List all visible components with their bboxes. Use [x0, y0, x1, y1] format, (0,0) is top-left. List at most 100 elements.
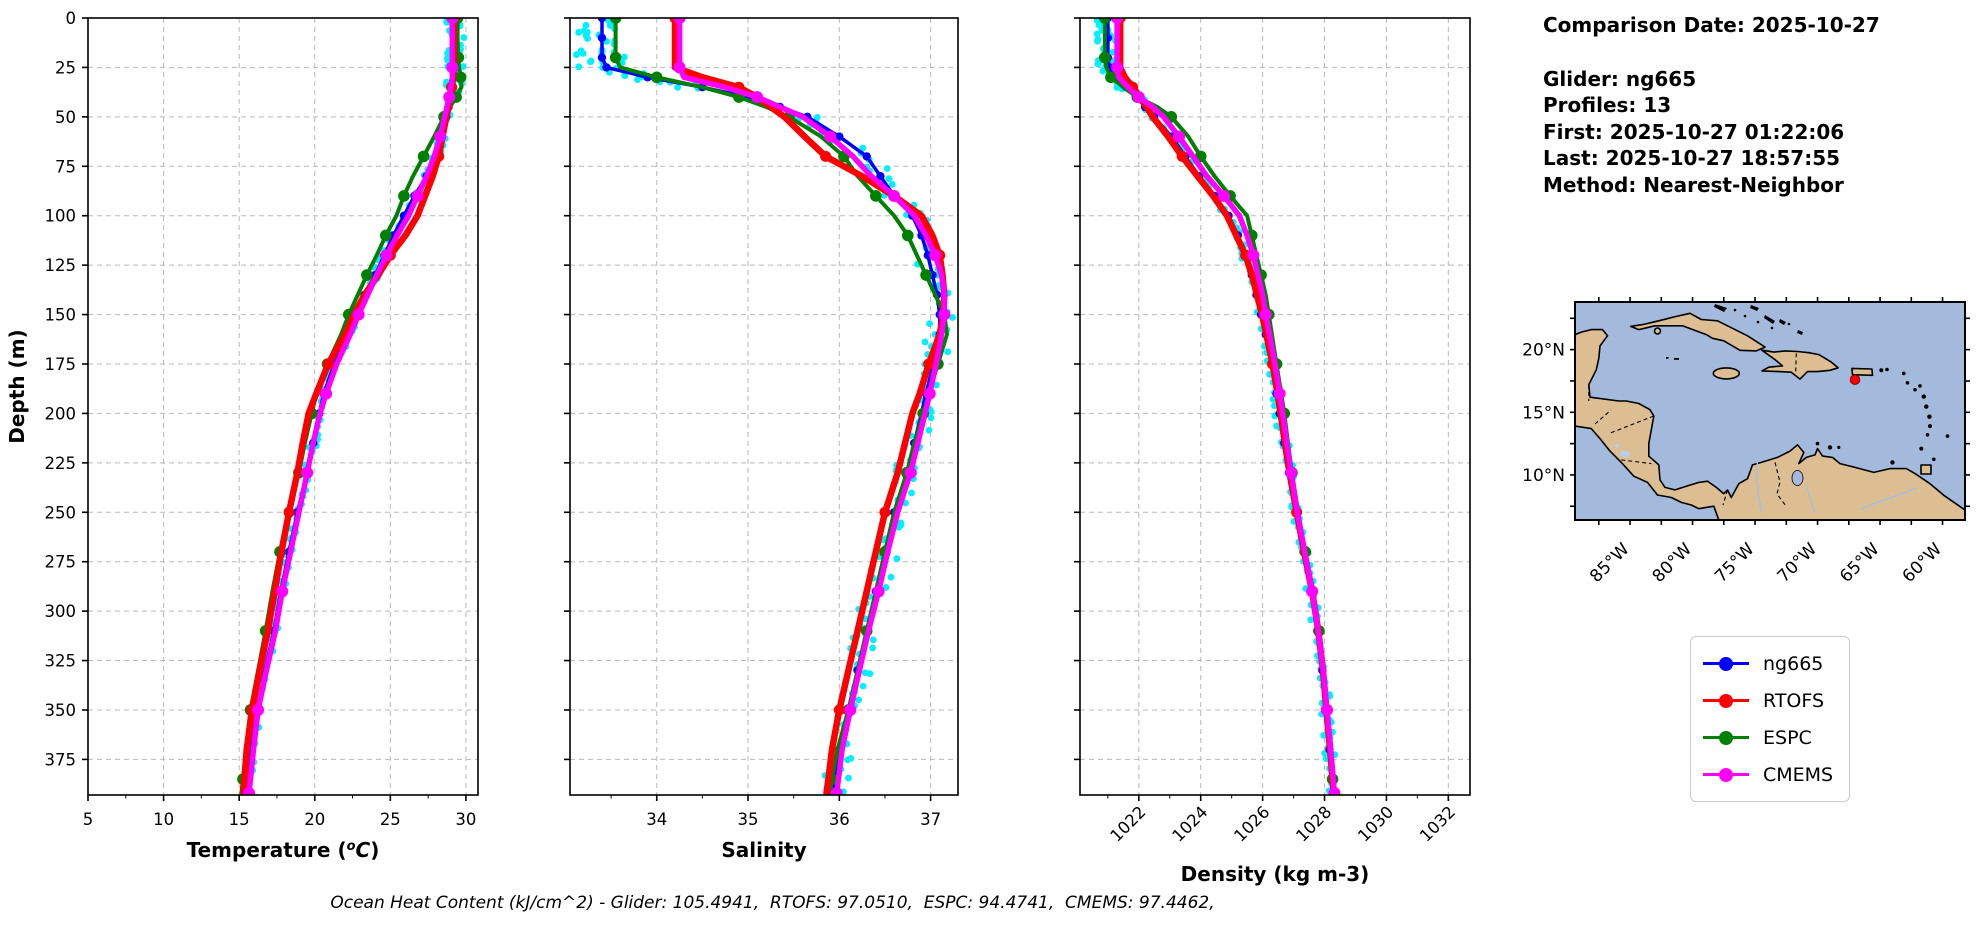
density-spines: [1079, 17, 1471, 796]
svg-text:0: 0: [66, 9, 77, 28]
salinity-x-tick-labels: 34 35 36 37: [646, 810, 941, 829]
legend-marker-dot: [1719, 656, 1733, 671]
svg-text:25: 25: [55, 58, 76, 77]
legend-line-swatch: [1703, 656, 1749, 671]
depth-axis-label: Depth (m): [5, 329, 29, 443]
svg-text:350: 350: [45, 701, 77, 720]
small-islands: [1666, 304, 1950, 465]
svg-text:35: 35: [738, 810, 759, 829]
svg-text:375: 375: [45, 750, 77, 769]
svg-text:10°N: 10°N: [1522, 466, 1565, 486]
legend-item-ESPC: ESPC: [1703, 719, 1833, 756]
svg-text:300: 300: [45, 602, 77, 621]
depth-tick-labels: 0 25 50 75 100 125 150 175 200 225 250 275 300 325 350…: [45, 9, 77, 769]
svg-text:75: 75: [55, 157, 76, 176]
glider-location-marker[interactable]: [1849, 374, 1861, 385]
salinity-grid: [570, 17, 958, 795]
salinity-data-area: [573, 18, 957, 795]
density-curve-CMEMS: [1111, 18, 1341, 795]
island-isla-juventud: [1653, 327, 1662, 335]
svg-text:5: 5: [83, 810, 94, 829]
svg-text:70°W: 70°W: [1774, 539, 1821, 586]
svg-text:80°W: 80°W: [1649, 539, 1696, 586]
svg-text:125: 125: [45, 256, 77, 275]
glider-raw-points: [573, 18, 957, 795]
landmass-central-south-america: [1575, 328, 1965, 520]
density-panel: 1022 1024 1026 1028 1030 1032 Density (kg m-3): [1074, 17, 1471, 886]
svg-text:1028: 1028: [1292, 802, 1335, 845]
temperature-data-area: [237, 18, 468, 795]
legend-marker-dot: [1719, 693, 1733, 708]
svg-text:75°W: 75°W: [1711, 539, 1758, 586]
svg-text:225: 225: [45, 454, 77, 473]
svg-text:15: 15: [229, 810, 250, 829]
density-x-tick-labels: 1022 1024 1026 1028 1030 1032: [1107, 802, 1460, 845]
map-inset-wrap: 20°N 15°N 10°N 85°W 80°W 75°W 70°W 65°W 60°W: [1513, 290, 1983, 624]
svg-text:150: 150: [45, 306, 77, 325]
salinity-curve-ESPC: [609, 18, 951, 795]
svg-text:100: 100: [45, 207, 77, 226]
map-water-details: [1614, 444, 1918, 514]
profiles-count-text: Profiles: 13: [1543, 93, 1672, 117]
svg-text:85°W: 85°W: [1586, 539, 1633, 586]
temperature-curve-ng665: [241, 18, 460, 795]
svg-text:30: 30: [455, 810, 476, 829]
legend: ng665 RTOFS ESPC CMEMS: [1690, 636, 1851, 802]
temperature-curve-ESPC: [237, 18, 467, 795]
svg-text:20: 20: [304, 810, 325, 829]
island-puerto-rico: [1851, 367, 1874, 377]
glider-raw-points: [1093, 18, 1340, 795]
svg-text:50: 50: [55, 108, 76, 127]
svg-text:1022: 1022: [1107, 802, 1150, 845]
temperature-x-tick-labels: 5 10 15 20 25 30: [83, 810, 477, 829]
island-hispaniola: [1761, 349, 1839, 380]
svg-text:10: 10: [153, 810, 174, 829]
map-inset: 20°N 15°N 10°N 85°W 80°W 75°W 70°W 65°W 60°W: [1522, 297, 1970, 587]
legend-item-CMEMS: CMEMS: [1703, 756, 1833, 793]
svg-text:325: 325: [45, 652, 77, 671]
ohc-caption: Ocean Heat Content (kJ/cm^2) - Glider: 1…: [330, 893, 1215, 913]
temperature-ticks: [82, 17, 467, 801]
info-spacer: [1543, 39, 1880, 66]
last-time-text: Last: 2025-10-27 18:57:55: [1543, 146, 1841, 170]
density-curve-RTOFS: [1114, 18, 1338, 795]
legend-item-RTOFS: RTOFS: [1703, 682, 1833, 719]
comparison-date-text: Comparison Date: 2025-10-27: [1543, 13, 1880, 37]
svg-text:250: 250: [45, 503, 77, 522]
map-frame: [1574, 301, 1966, 521]
svg-text:275: 275: [45, 553, 77, 572]
salinity-curve-CMEMS: [673, 18, 951, 795]
legend-label: ng665: [1763, 652, 1824, 675]
glider-name-text: Glider: ng665: [1543, 66, 1697, 91]
country-borders: [1588, 353, 1797, 507]
island-cuba: [1629, 312, 1766, 352]
salinity-axis-label: Salinity: [721, 838, 806, 862]
temperature-axis-label: Temperature (oC): [187, 838, 380, 862]
legend-line-swatch: [1703, 767, 1749, 782]
svg-text:20°N: 20°N: [1522, 341, 1565, 361]
svg-text:200: 200: [45, 404, 77, 423]
temperature-grid: [87, 17, 478, 795]
legend-line-swatch: [1703, 730, 1749, 745]
legend-marker-dot: [1719, 767, 1733, 782]
density-axis-label: Density (kg m-3): [1181, 862, 1370, 886]
svg-text:1024: 1024: [1168, 802, 1211, 845]
svg-text:36: 36: [829, 810, 850, 829]
density-ticks: [1074, 17, 1450, 801]
svg-text:34: 34: [646, 810, 667, 829]
legend-label: CMEMS: [1763, 763, 1834, 786]
svg-text:25: 25: [380, 810, 401, 829]
svg-text:60°W: 60°W: [1899, 539, 1946, 586]
temperature-curve-RTOFS: [240, 18, 460, 795]
legend-label: RTOFS: [1763, 689, 1825, 712]
density-curve-ESPC: [1098, 18, 1339, 795]
island-jamaica: [1712, 367, 1741, 380]
legend-label: ESPC: [1763, 726, 1812, 749]
temperature-spines: [87, 17, 479, 796]
method-text: Method: Nearest-Neighbor: [1543, 172, 1844, 197]
first-time-text: First: 2025-10-27 01:22:06: [1543, 119, 1845, 144]
temperature-curve-CMEMS: [242, 18, 459, 795]
legend-item-ng665: ng665: [1703, 645, 1833, 682]
